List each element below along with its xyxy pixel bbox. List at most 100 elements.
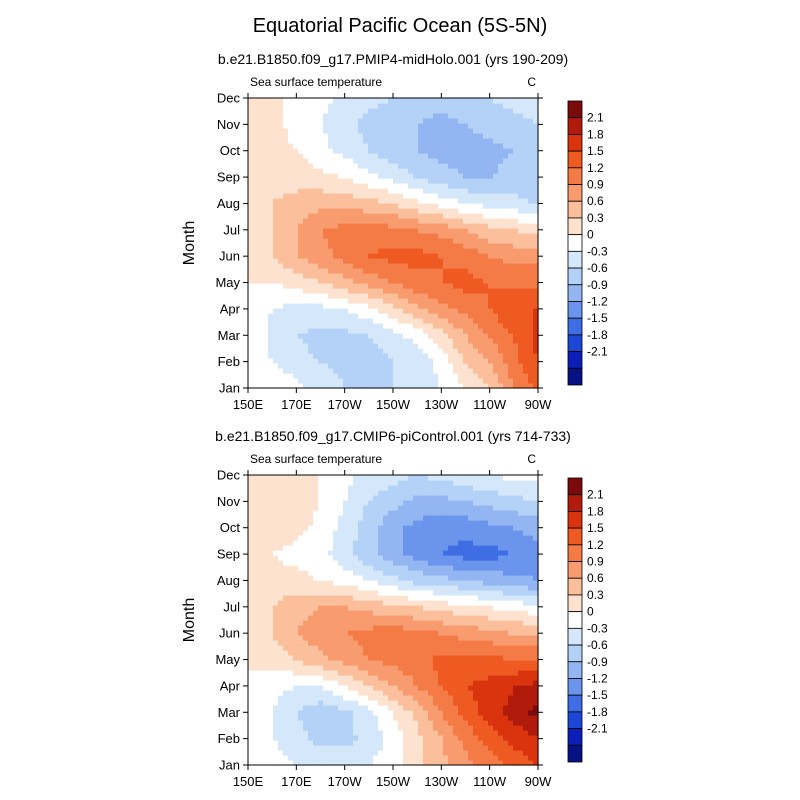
sst-cell — [373, 338, 379, 344]
sst-cell — [268, 178, 274, 184]
sst-cell — [468, 745, 474, 751]
sst-cell — [338, 288, 344, 294]
sst-cell — [253, 338, 259, 344]
sst-cell — [403, 243, 409, 249]
sst-cell — [533, 720, 539, 726]
sst-cell — [333, 725, 339, 731]
sst-cell — [328, 108, 334, 114]
sst-cell — [463, 128, 469, 134]
sst-cell — [283, 705, 289, 711]
sst-cell — [348, 123, 354, 129]
sst-cell — [518, 243, 524, 249]
sst-cell — [373, 705, 379, 711]
sst-cell — [508, 213, 514, 219]
sst-cell — [333, 685, 339, 691]
sst-cell — [393, 103, 399, 109]
colorbar-label: 1.8 — [587, 127, 604, 141]
sst-cell — [333, 323, 339, 329]
sst-cell — [273, 650, 279, 656]
sst-cell — [493, 143, 499, 149]
sst-cell — [388, 153, 394, 159]
sst-cell — [463, 273, 469, 279]
sst-cell — [273, 158, 279, 164]
sst-cell — [328, 193, 334, 199]
sst-cell — [488, 645, 494, 651]
sst-cell — [288, 760, 294, 766]
sst-cell — [313, 273, 319, 279]
sst-cell — [308, 690, 314, 696]
sst-cell — [478, 760, 484, 766]
sst-cell — [278, 373, 284, 379]
sst-cell — [463, 720, 469, 726]
sst-cell — [503, 238, 509, 244]
sst-cell — [463, 358, 469, 364]
sst-cell — [483, 323, 489, 329]
sst-cell — [338, 685, 344, 691]
sst-cell — [308, 313, 314, 319]
sst-cell — [368, 208, 374, 214]
sst-cell — [293, 218, 299, 224]
sst-cell — [428, 710, 434, 716]
sst-cell — [298, 313, 304, 319]
sst-cell — [318, 238, 324, 244]
sst-cell — [278, 665, 284, 671]
sst-cell — [303, 710, 309, 716]
sst-cell — [418, 755, 424, 761]
sst-cell — [463, 313, 469, 319]
sst-cell — [503, 665, 509, 671]
sst-cell — [293, 128, 299, 134]
sst-cell — [468, 283, 474, 289]
sst-cell — [493, 133, 499, 139]
sst-cell — [428, 675, 434, 681]
sst-cell — [273, 268, 279, 274]
sst-cell — [318, 243, 324, 249]
sst-cell — [253, 153, 259, 159]
sst-cell — [473, 213, 479, 219]
sst-cell — [468, 655, 474, 661]
sst-cell — [518, 660, 524, 666]
sst-cell — [418, 258, 424, 264]
sst-cell — [463, 685, 469, 691]
sst-cell — [448, 193, 454, 199]
sst-cell — [308, 143, 314, 149]
sst-cell — [313, 318, 319, 324]
sst-cell — [333, 353, 339, 359]
sst-cell — [393, 705, 399, 711]
sst-cell — [528, 263, 534, 269]
sst-cell — [413, 383, 419, 389]
sst-cell — [278, 268, 284, 274]
sst-cell — [273, 660, 279, 666]
sst-cell — [268, 228, 274, 234]
sst-cell — [498, 700, 504, 706]
sst-cell — [448, 343, 454, 349]
sst-cell — [438, 128, 444, 134]
sst-cell — [348, 635, 354, 641]
sst-cell — [333, 278, 339, 284]
sst-cell — [433, 690, 439, 696]
sst-cell — [388, 665, 394, 671]
sst-cell — [293, 363, 299, 369]
sst-cell — [358, 635, 364, 641]
sst-cell — [433, 203, 439, 209]
sst-cell — [358, 298, 364, 304]
sst-cell — [258, 705, 264, 711]
sst-cell — [338, 198, 344, 204]
sst-cell — [323, 740, 329, 746]
sst-cell — [258, 293, 264, 299]
sst-cell — [353, 273, 359, 279]
sst-cell — [348, 223, 354, 229]
sst-cell — [303, 670, 309, 676]
sst-cell — [383, 645, 389, 651]
sst-cell — [453, 298, 459, 304]
sst-cell — [468, 298, 474, 304]
sst-cell — [388, 720, 394, 726]
sst-cell — [433, 378, 439, 384]
sst-cell — [303, 203, 309, 209]
sst-cell — [363, 128, 369, 134]
sst-cell — [378, 378, 384, 384]
sst-cell — [283, 700, 289, 706]
sst-cell — [483, 303, 489, 309]
sst-cell — [278, 353, 284, 359]
sst-cell — [248, 378, 254, 384]
sst-cell — [448, 680, 454, 686]
